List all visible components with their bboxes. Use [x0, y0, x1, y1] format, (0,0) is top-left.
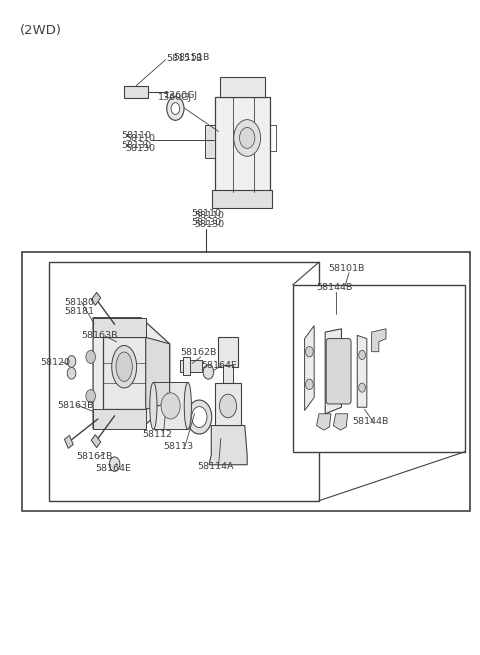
Text: 58144B: 58144B — [352, 417, 389, 426]
Text: 58161B: 58161B — [76, 453, 113, 461]
Text: 58130: 58130 — [125, 144, 155, 153]
FancyBboxPatch shape — [326, 339, 351, 404]
Polygon shape — [209, 426, 247, 465]
Text: 58112: 58112 — [142, 430, 172, 439]
Circle shape — [86, 350, 96, 364]
Text: 58114A: 58114A — [197, 462, 233, 471]
Circle shape — [359, 383, 365, 392]
Ellipse shape — [112, 345, 137, 388]
Polygon shape — [103, 337, 146, 409]
Text: 58130: 58130 — [121, 141, 151, 150]
Text: 58181: 58181 — [64, 307, 95, 316]
Bar — [182, 357, 190, 375]
Polygon shape — [305, 326, 314, 411]
Text: 58113: 58113 — [163, 442, 193, 451]
Circle shape — [86, 390, 96, 403]
Text: 58130: 58130 — [194, 219, 224, 229]
Circle shape — [167, 97, 184, 121]
Polygon shape — [333, 414, 348, 430]
Text: 58151B: 58151B — [173, 53, 209, 62]
Circle shape — [171, 103, 180, 115]
Circle shape — [219, 394, 237, 418]
Polygon shape — [91, 435, 101, 447]
Circle shape — [306, 346, 313, 357]
Bar — [93, 318, 146, 337]
Text: 1360GJ: 1360GJ — [163, 91, 198, 100]
Text: 58180: 58180 — [64, 298, 95, 307]
Bar — [22, 252, 470, 510]
Ellipse shape — [150, 383, 157, 430]
Text: 58110: 58110 — [125, 134, 155, 143]
Text: 58120: 58120 — [40, 358, 70, 367]
Bar — [223, 365, 233, 386]
Circle shape — [161, 393, 180, 419]
Polygon shape — [317, 414, 331, 430]
Polygon shape — [91, 292, 101, 305]
Polygon shape — [372, 329, 386, 352]
Bar — [180, 360, 202, 372]
Bar — [220, 77, 265, 97]
Bar — [215, 383, 241, 426]
Ellipse shape — [184, 383, 192, 430]
Polygon shape — [93, 318, 169, 429]
Circle shape — [234, 120, 261, 157]
Text: 58110: 58110 — [194, 210, 224, 219]
Bar — [215, 97, 270, 192]
Polygon shape — [124, 86, 148, 98]
Text: 58144B: 58144B — [317, 283, 353, 292]
Polygon shape — [325, 329, 341, 414]
Circle shape — [359, 350, 365, 360]
Circle shape — [329, 343, 337, 354]
Bar — [154, 383, 188, 430]
Polygon shape — [205, 125, 215, 158]
Ellipse shape — [187, 400, 212, 434]
Circle shape — [67, 356, 76, 367]
Circle shape — [67, 367, 76, 379]
Text: 58151B: 58151B — [166, 54, 202, 63]
Text: 58110: 58110 — [192, 209, 221, 218]
Bar — [218, 337, 238, 367]
Text: 58110: 58110 — [121, 132, 151, 140]
Text: 58101B: 58101B — [328, 264, 365, 273]
Ellipse shape — [116, 352, 132, 381]
Bar — [48, 262, 319, 500]
Text: (2WD): (2WD) — [20, 24, 62, 37]
Circle shape — [306, 379, 313, 390]
Bar — [213, 190, 272, 208]
Polygon shape — [64, 436, 73, 449]
Bar — [293, 285, 465, 452]
Text: 58163B: 58163B — [81, 331, 118, 341]
Text: 58130: 58130 — [192, 218, 222, 227]
Circle shape — [240, 128, 255, 149]
Text: 58164E: 58164E — [96, 464, 132, 472]
Circle shape — [329, 379, 337, 390]
Text: 58164E: 58164E — [202, 361, 238, 370]
Circle shape — [109, 457, 120, 472]
Polygon shape — [357, 335, 367, 407]
Ellipse shape — [192, 407, 207, 428]
Bar — [93, 409, 146, 429]
Text: 1360GJ: 1360GJ — [157, 93, 192, 102]
Circle shape — [203, 365, 214, 379]
Text: 58162B: 58162B — [180, 348, 216, 357]
Text: 58163B: 58163B — [57, 401, 94, 410]
Polygon shape — [146, 337, 169, 409]
